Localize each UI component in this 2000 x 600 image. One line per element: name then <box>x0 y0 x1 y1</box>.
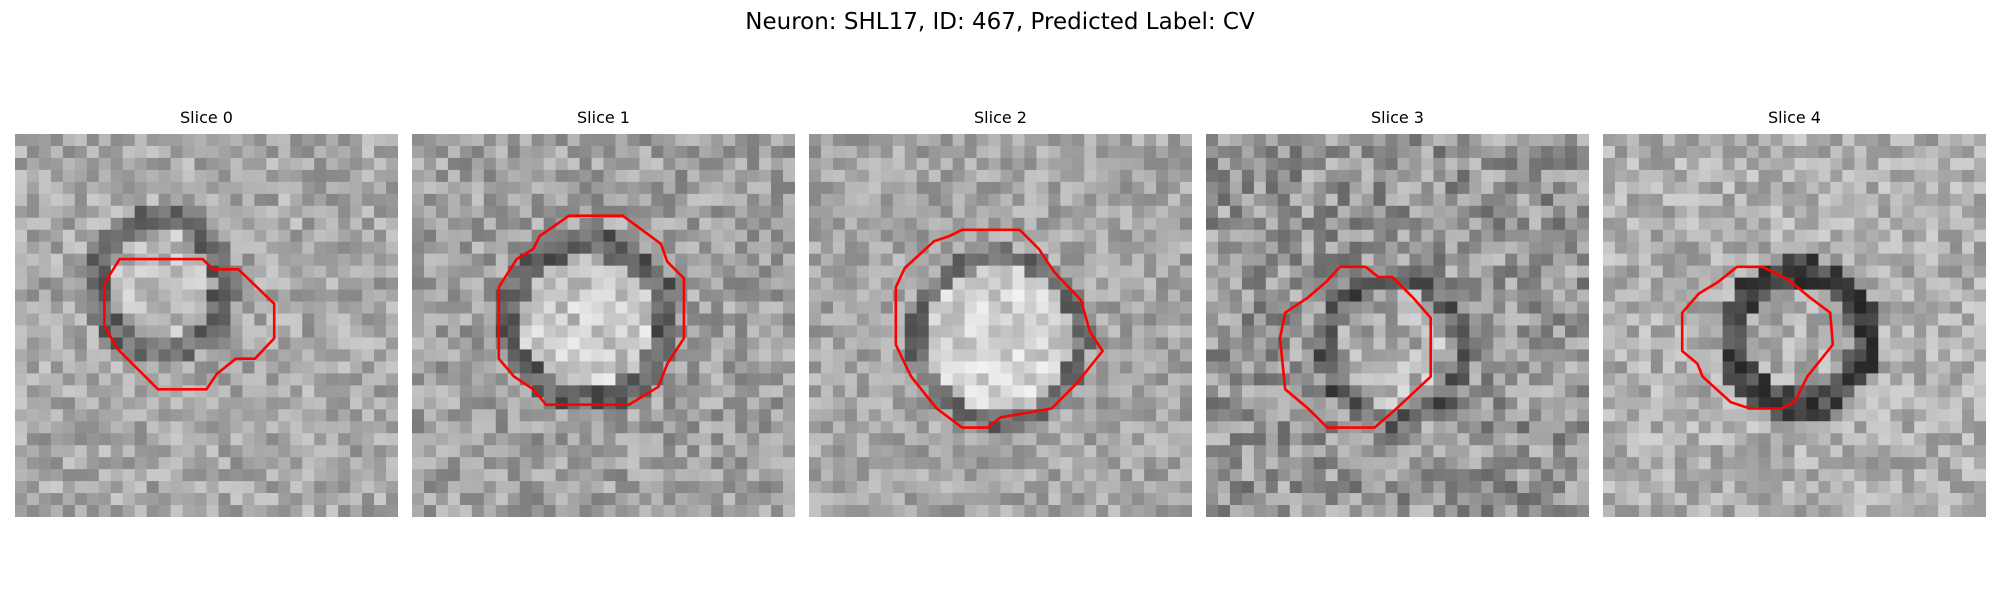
slice-title-1: Slice 1 <box>577 108 630 127</box>
slice-image-1 <box>412 134 795 517</box>
slice-panel-1: Slice 1 <box>412 108 795 517</box>
slice-panel-0: Slice 0 <box>15 108 398 517</box>
slice-title-2: Slice 2 <box>974 108 1027 127</box>
segmentation-outline <box>1680 265 1835 410</box>
slice-title-0: Slice 0 <box>180 108 233 127</box>
slice-panel-2: Slice 2 <box>809 108 1192 517</box>
segmentation-outline <box>497 214 686 407</box>
slice-title-3: Slice 3 <box>1371 108 1424 127</box>
grayscale-patch <box>1206 134 1589 517</box>
grayscale-patch <box>1603 134 1986 517</box>
slice-image-2 <box>809 134 1192 517</box>
grayscale-patch <box>412 134 795 517</box>
segmentation-outline <box>1278 265 1432 429</box>
slice-panel-4: Slice 4 <box>1603 108 1986 517</box>
grayscale-patch <box>809 134 1192 517</box>
slice-title-4: Slice 4 <box>1768 108 1821 127</box>
slice-image-3 <box>1206 134 1589 517</box>
segmentation-outline <box>103 257 276 391</box>
segmentation-outline <box>894 228 1104 429</box>
slice-image-4 <box>1603 134 1986 517</box>
figure-title: Neuron: SHL17, ID: 467, Predicted Label:… <box>745 9 1255 35</box>
slice-image-0 <box>15 134 398 517</box>
slice-panel-3: Slice 3 <box>1206 108 1589 517</box>
grayscale-patch <box>15 134 398 517</box>
